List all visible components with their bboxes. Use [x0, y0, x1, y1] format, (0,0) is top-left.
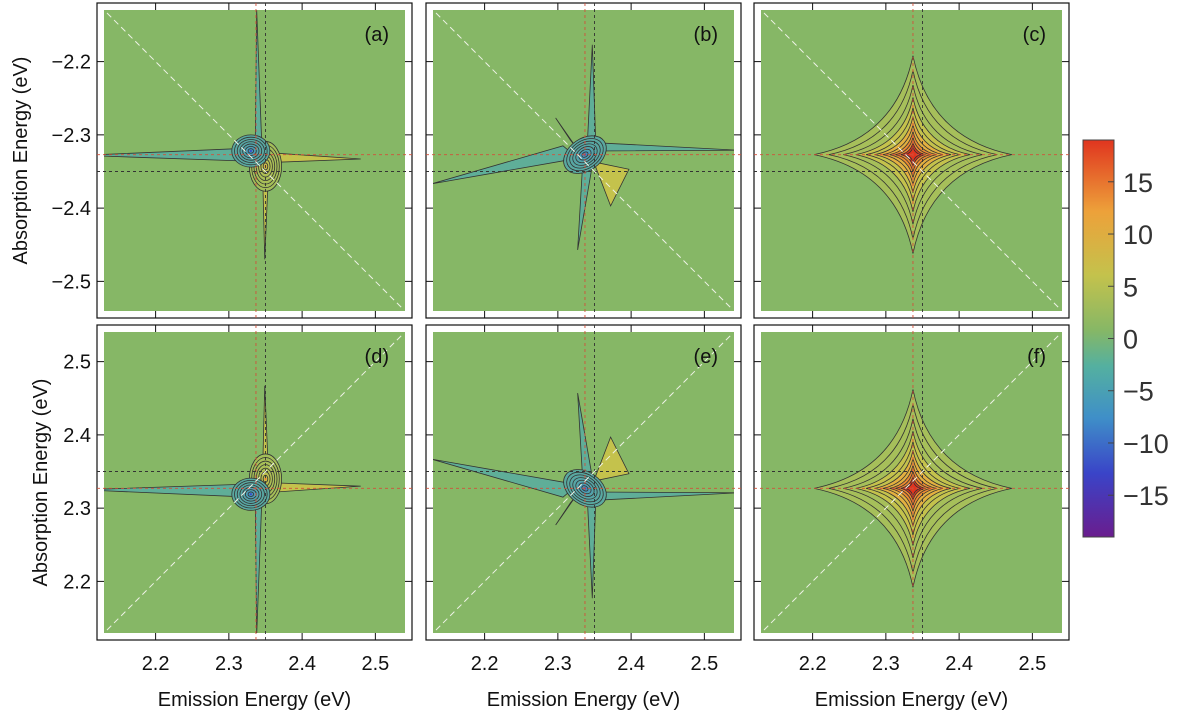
y-axis-title: Absorption Energy (eV) — [10, 57, 32, 265]
panel-e: (e) 2.2 2.3 2.4 2.5 Emission Energy (eV) — [425, 324, 742, 711]
x-tick-label: 2.4 — [945, 653, 973, 675]
x-tick-label: 2.4 — [617, 653, 645, 675]
contour-wing — [593, 161, 630, 207]
y-tick-label: −2.5 — [52, 271, 91, 293]
panel-c: (c) — [753, 2, 1070, 319]
colorbar-tick-label: −5 — [1123, 377, 1154, 407]
y-tick-label: 2.3 — [63, 498, 91, 520]
x-tick-label: 2.3 — [544, 653, 572, 675]
x-axis-title: Emission Energy (eV) — [158, 689, 351, 711]
panel-label: (e) — [694, 346, 718, 368]
x-tick-label: 2.2 — [142, 653, 170, 675]
colorbar-tick-label: 5 — [1123, 272, 1138, 302]
panel-d: (d) 2.5 2.4 2.3 2.2 2.2 2.3 2.4 2.5 Emission Ener… — [63, 324, 413, 711]
colorbar-tick-label: 10 — [1123, 220, 1153, 250]
panel-a: (a) −2.2 −2.3 −2.4 −2.5 — [52, 2, 413, 319]
colorbar: 15 10 5 0 −5 −10 −15 — [1082, 139, 1169, 538]
x-axis-title: Emission Energy (eV) — [815, 689, 1008, 711]
contour-level — [247, 491, 254, 497]
panel-label: (a) — [365, 24, 389, 46]
colorbar-tick-label: −15 — [1123, 481, 1169, 511]
panel-f: (f) 2.2 2.3 2.4 2.5 Emission Energy (eV) — [753, 324, 1070, 711]
contour-level — [247, 148, 254, 154]
x-tick-label: 2.4 — [288, 653, 316, 675]
x-tick-label: 2.2 — [471, 653, 499, 675]
x-tick-label: 2.3 — [215, 653, 243, 675]
x-tick-label: 2.5 — [1018, 653, 1046, 675]
y-tick-label: 2.2 — [63, 571, 91, 593]
panel-label: (d) — [365, 346, 389, 368]
x-tick-label: 2.2 — [799, 653, 827, 675]
y-tick-label: −2.3 — [52, 125, 91, 147]
panel-b: (b) — [425, 2, 742, 319]
panel-label: (f) — [1027, 346, 1046, 368]
panel-label: (b) — [694, 24, 718, 46]
colorbar-tick-label: 15 — [1123, 168, 1153, 198]
x-tick-label: 2.5 — [690, 653, 718, 675]
x-axis-title: Emission Energy (eV) — [487, 689, 680, 711]
panel-label: (c) — [1023, 24, 1046, 46]
colorbar-tick-label: −10 — [1123, 429, 1169, 459]
x-tick-label: 2.5 — [361, 653, 389, 675]
y-tick-label: 2.4 — [63, 425, 91, 447]
x-tick-label: 2.3 — [872, 653, 900, 675]
y-tick-label: −2.4 — [52, 198, 91, 220]
colorbar-tick-label: 0 — [1123, 325, 1138, 355]
y-tick-label: −2.2 — [52, 52, 91, 74]
y-axis-title: Absorption Energy (eV) — [30, 379, 52, 587]
panels-layer: (a) −2.2 −2.3 −2.4 −2.5 (b) (c) (d) 2.5 2.4 2.3 2.2… — [10, 2, 1070, 711]
contour-wing — [593, 436, 630, 482]
y-tick-label: 2.5 — [63, 352, 91, 374]
